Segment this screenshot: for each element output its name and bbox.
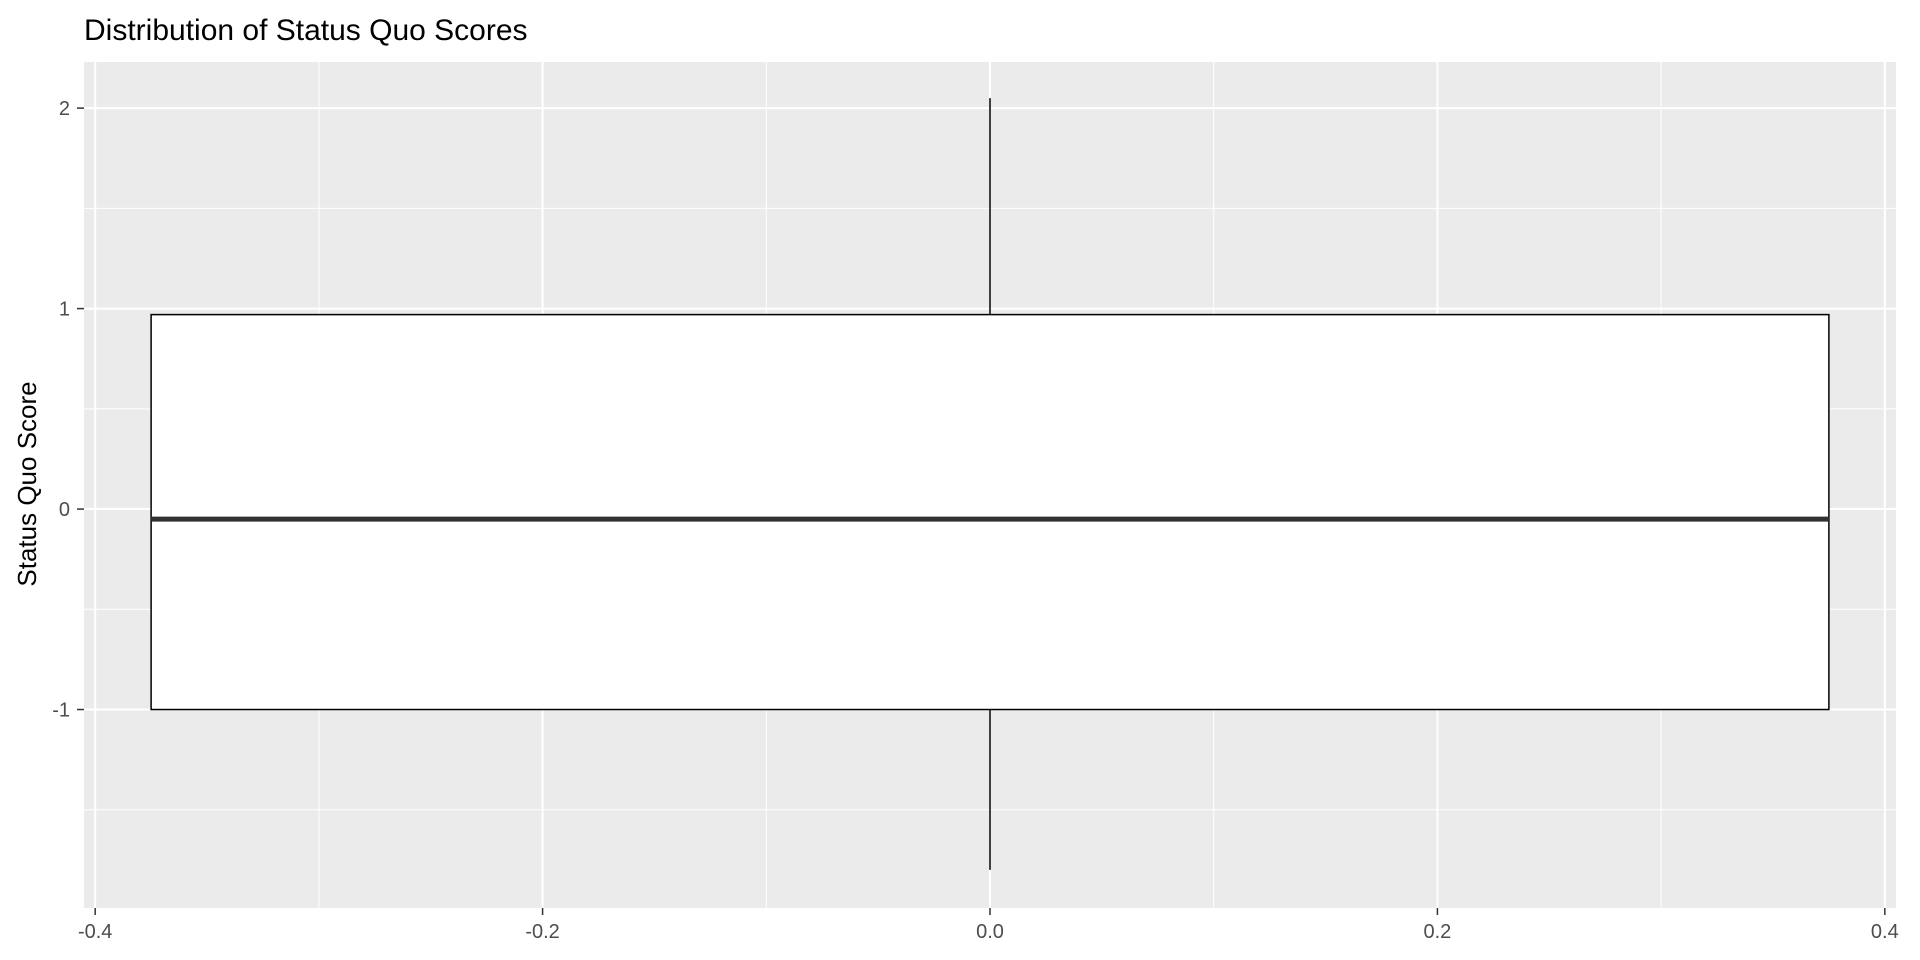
boxplot	[150, 98, 1830, 870]
x-tick-label: 0.0	[976, 921, 1004, 943]
x-tick-label: 0.2	[1424, 921, 1452, 943]
x-tick-label: 0.4	[1871, 921, 1899, 943]
y-tick-label: 0	[59, 499, 70, 521]
y-axis-label: Status Quo Score	[12, 381, 42, 586]
box-iqr	[150, 313, 1830, 711]
y-axis: -1 0 1 2	[52, 98, 84, 722]
x-tick-label: -0.4	[78, 921, 112, 943]
y-tick-label: 1	[59, 299, 70, 321]
y-tick-label: 2	[59, 98, 70, 120]
x-tick-label: -0.2	[525, 921, 559, 943]
x-axis: -0.4 -0.2 0.0 0.2 0.4	[78, 908, 1899, 943]
y-tick-label: -1	[52, 700, 70, 722]
chart-title: Distribution of Status Quo Scores	[84, 14, 528, 47]
